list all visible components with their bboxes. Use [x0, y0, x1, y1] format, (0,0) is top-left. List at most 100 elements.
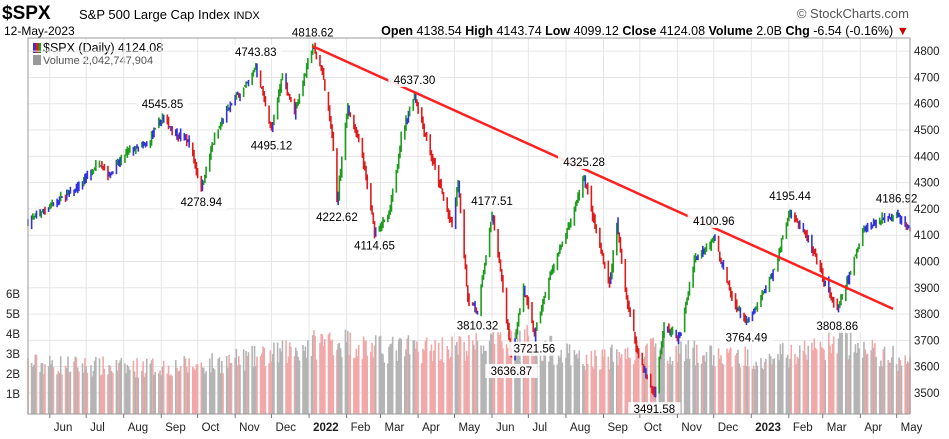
y-tick-label: 4200 [914, 204, 940, 216]
annotation-bg [286, 25, 339, 40]
exchange-code: INDX [233, 10, 260, 22]
annotation-bg [628, 402, 681, 417]
volume-legend: Volume 2,042,747,904 [33, 55, 153, 67]
x-tick-label: May [901, 422, 923, 434]
annotation-label: 4325.28 [563, 157, 605, 169]
quote-high-label: High [465, 24, 493, 38]
annotation-label: 4100.96 [693, 216, 735, 228]
y-tick-label: 3800 [914, 309, 940, 321]
annotation-bg [465, 193, 519, 208]
axes: 3500 3600 3700 3800 3900 4000 4100 4200 4300 4400… [6, 37, 940, 434]
x-tick-label: Sep [607, 422, 627, 434]
volume-tick-label: 6B [6, 289, 20, 301]
annotation-label: 3764.49 [726, 332, 768, 344]
annotation-label: 4495.12 [251, 140, 293, 152]
annotation-bg [310, 209, 364, 224]
annotation-label: 4637.30 [394, 75, 436, 87]
quote-low-value: 4099.12 [573, 24, 619, 38]
y-tick-label: 4700 [914, 72, 940, 84]
y-tick-label: 4000 [914, 256, 940, 268]
annotation-label: 3808.86 [817, 321, 859, 333]
x-tick-label: Apr [864, 422, 882, 434]
annotation-bg [136, 96, 189, 111]
annotation-label: 4278.94 [180, 197, 222, 209]
x-tick-label: Mar [385, 422, 405, 434]
y-tick-label: 4800 [914, 46, 940, 58]
annotation-label: 3810.32 [457, 320, 499, 332]
annotation-label: 4186.92 [876, 193, 918, 205]
annotation-bg [348, 238, 401, 253]
y-tick-label: 4600 [914, 99, 940, 111]
x-tick-label: Oct [644, 422, 663, 434]
price-swatch-icon [33, 43, 41, 53]
volume-tick-label: 4B [6, 329, 20, 341]
annotation-bg [763, 189, 817, 204]
ticker-symbol: $SPX [2, 3, 51, 24]
trendline [312, 45, 894, 310]
annotation-bg [245, 138, 298, 153]
annotation-bg [175, 195, 228, 210]
x-tick-label: Mar [827, 422, 847, 434]
annotation-label: 4743.83 [235, 47, 277, 59]
quote-strip: Open 4138.54 High 4143.74 Low 4099.12 Cl… [381, 24, 909, 38]
y-tick-label: 4300 [914, 178, 940, 190]
annotation-bg [687, 213, 740, 228]
quote-chg-value: -6.54 (-0.16%) [813, 24, 894, 38]
volume-legend-label: Volume 2,042,747,904 [43, 55, 154, 67]
quote-close-label: Close [622, 24, 657, 38]
x-tick-label: Aug [128, 422, 148, 434]
quote-close-value: 4124.08 [659, 24, 706, 38]
y-tick-label: 3900 [914, 283, 940, 295]
volume-tick-label: 3B [6, 349, 20, 361]
x-tick-label: Jul [532, 422, 547, 434]
annotation-label: 3636.87 [491, 366, 533, 378]
plot-frame [27, 37, 911, 415]
volume-tick-label: 2B [6, 369, 20, 381]
volume-tick-label: 1B [6, 389, 20, 401]
x-tick-label: Aug [570, 422, 590, 434]
x-tick-label: Feb [793, 422, 813, 434]
index-name-text: S&P 500 Large Cap Index [79, 7, 230, 22]
y-tick-label: 4500 [914, 125, 940, 137]
down-arrow-icon: ▼ [896, 24, 909, 38]
annotation-label: 4818.62 [292, 27, 334, 39]
x-tick-label: Jun [496, 422, 515, 434]
y-tick-label: 4400 [914, 151, 940, 163]
x-tick-label: 2022 [313, 422, 339, 434]
x-tick-label: Jun [54, 422, 73, 434]
x-tick-label: Dec [718, 422, 739, 434]
annotation-bg [451, 318, 504, 333]
annotation-label: 4545.85 [142, 99, 184, 111]
annotation-label: 4222.62 [316, 212, 358, 224]
quote-volume-value: 2.0B [756, 24, 782, 38]
volume-bars [27, 323, 911, 414]
annotation-bg [485, 363, 538, 378]
annotation-bg [811, 318, 864, 333]
quote-low-label: Low [545, 24, 571, 38]
annotation-label: 3491.58 [634, 404, 676, 416]
y-tick-label: 3700 [914, 335, 940, 347]
quote-date: 12-May-2023 [4, 24, 75, 38]
x-tick-label: May [458, 422, 480, 434]
quote-chg-label: Chg [785, 24, 810, 38]
quote-volume-label: Volume [708, 24, 753, 38]
annotation-bg [557, 154, 611, 169]
annotation-label: 4114.65 [354, 240, 395, 252]
y-tick-label: 3500 [914, 388, 940, 400]
annotation-label: 3721.56 [514, 344, 556, 356]
annotation-bg [388, 72, 441, 87]
quote-open-label: Open [381, 24, 414, 38]
quote-open-value: 4138.54 [416, 24, 462, 38]
x-tick-label: Apr [422, 422, 440, 434]
annotation-bg [229, 44, 282, 59]
index-name: S&P 500 Large Cap Index INDX [79, 7, 260, 22]
y-tick-label: 4100 [914, 230, 940, 242]
x-tick-label: Nov [681, 422, 702, 434]
annotation-bg [720, 330, 773, 345]
brand-watermark[interactable]: © StockCharts.com [796, 6, 909, 21]
annotation-label: 4177.51 [471, 196, 513, 208]
x-tick-label: Nov [239, 422, 260, 434]
volume-tick-label: 5B [6, 309, 20, 321]
